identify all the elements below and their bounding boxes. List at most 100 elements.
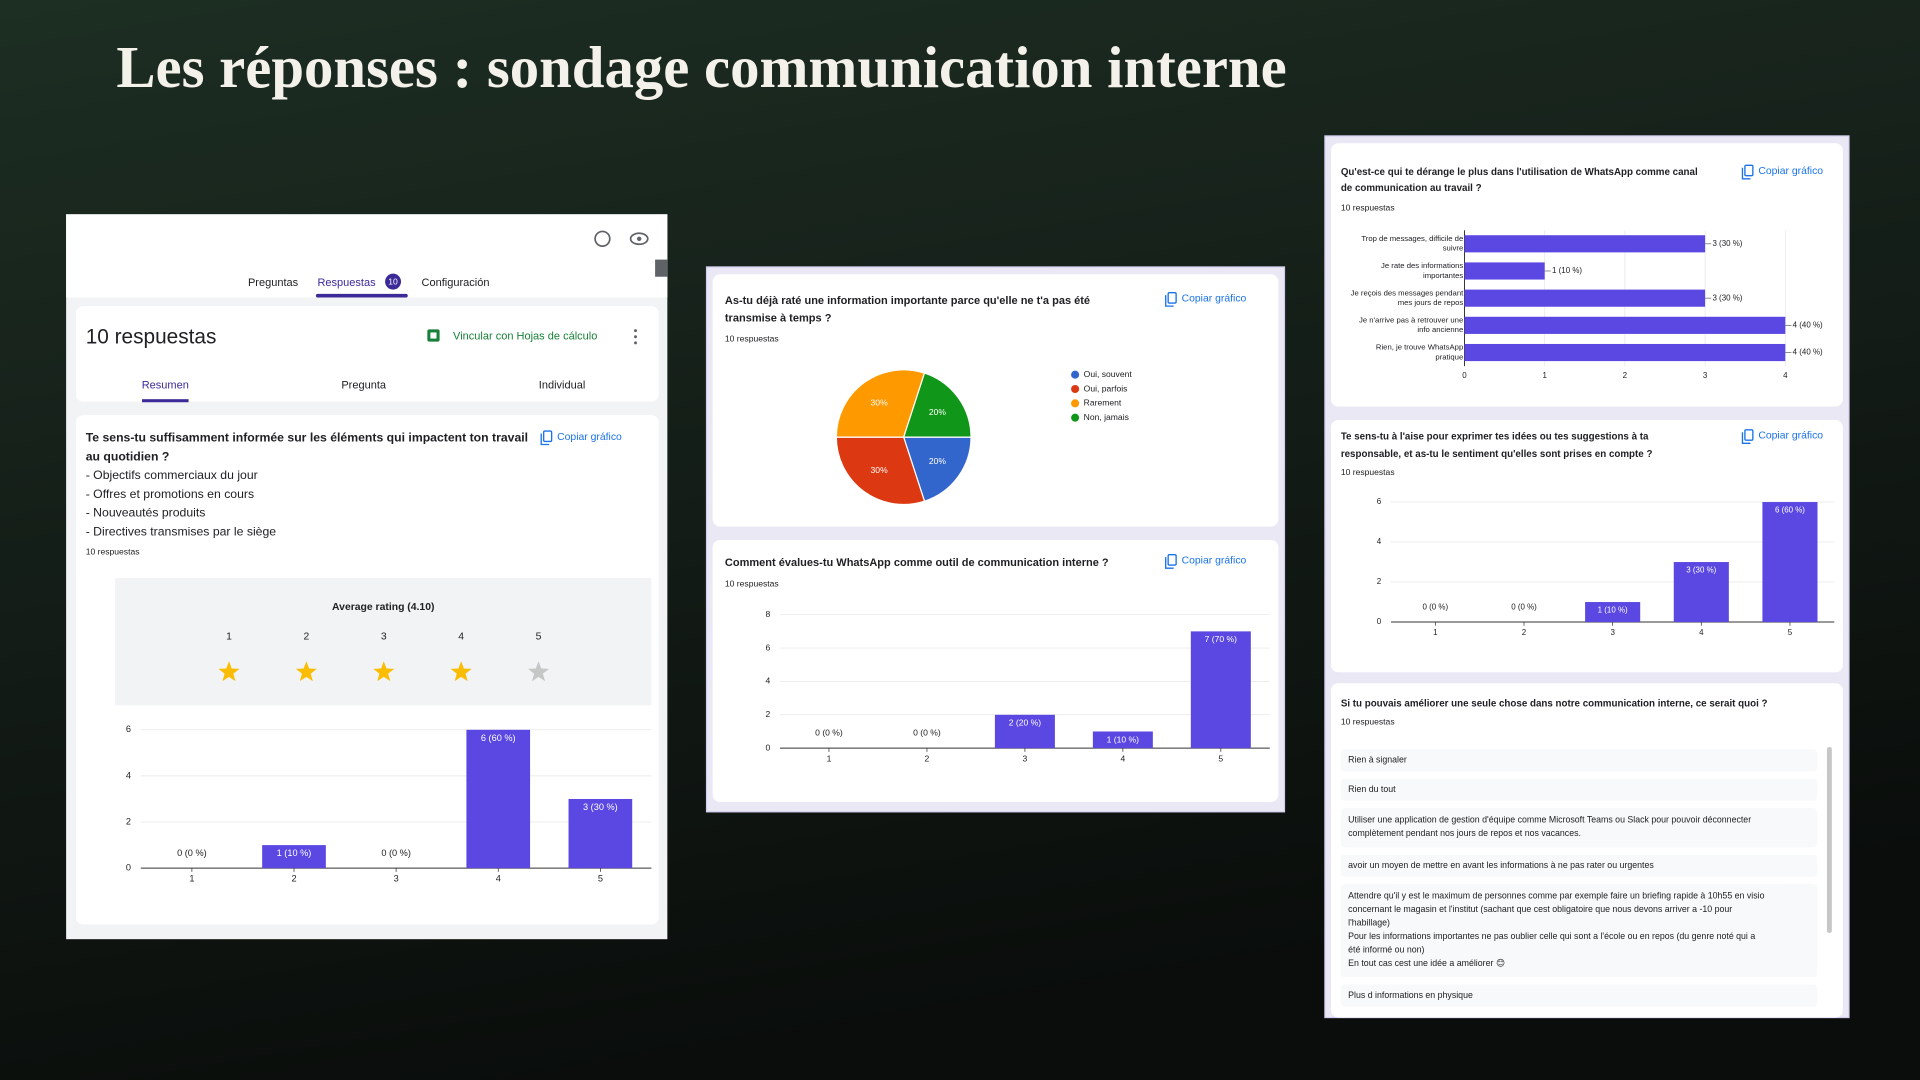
x-tick-label: 2 (925, 753, 930, 763)
text-question: Si tu pouvais améliorer une seule chose … (1340, 699, 1818, 1007)
response-text: concernant le magasin et l'institut (sac… (1348, 904, 1732, 914)
slice-label: 20% (929, 456, 947, 466)
bar (1190, 631, 1251, 749)
copy-icon (1744, 429, 1754, 441)
bar (1464, 289, 1706, 307)
y-tick-label: 6 (765, 642, 770, 652)
badge-count: 10 (388, 277, 398, 287)
x-tick-label: 2 (1522, 628, 1527, 637)
sheets-link[interactable]: Vincular con Hojas de cálculo (453, 331, 597, 343)
y-tick-label: 4 (126, 770, 131, 780)
tab[interactable]: Configuración (422, 277, 490, 289)
response-box (1340, 749, 1818, 772)
bar (1762, 502, 1818, 623)
question-option: - Offres et promotions en cours (86, 487, 254, 501)
bar-value-label: 3 (30 %) (1686, 566, 1716, 575)
summary-card (75, 306, 659, 402)
response-box (1340, 984, 1818, 1007)
menu-dot[interactable] (634, 341, 637, 345)
y-tick-label: 0 (126, 863, 131, 873)
copy-chart-button[interactable]: Copiar gráfico (1758, 431, 1823, 442)
menu-dot[interactable] (634, 335, 637, 339)
palette-icon[interactable] (594, 230, 611, 247)
copy-icon (543, 430, 553, 443)
question-title: Si tu pouvais améliorer une seule chose … (1341, 699, 1768, 710)
x-tick-label: 0 (1462, 371, 1467, 380)
copy-chart-button[interactable]: Copiar gráfico (1182, 556, 1247, 567)
bar (994, 714, 1055, 749)
copy-chart-button[interactable]: Copiar gráfico (1182, 294, 1247, 305)
bar-value-label: 3 (30 %) (1712, 239, 1742, 248)
bar-value-label: 4 (40 %) (1793, 348, 1823, 357)
view-tab-active[interactable]: Resumen (142, 380, 189, 392)
response-text: Pour les informations importantes ne pas… (1348, 931, 1755, 941)
summary-title: 10 respuestas (86, 325, 217, 348)
rating-box (115, 577, 652, 706)
tab-underline (315, 293, 408, 298)
rating-star (528, 661, 550, 682)
chart: Te sens-tu à l'aise pour exprimer tes id… (1341, 429, 1835, 637)
tab[interactable]: Preguntas (248, 277, 299, 289)
pie-slice (902, 436, 972, 502)
preview-icon[interactable] (629, 232, 649, 246)
view-tab[interactable]: Individual (539, 380, 586, 392)
response-text: Rien à signaler (1348, 755, 1407, 765)
x-tick-label: 5 (1218, 753, 1223, 763)
pie-slice (835, 436, 926, 506)
bar-value-label: 3 (30 %) (1712, 293, 1742, 302)
response-count: 10 respuestas (1341, 467, 1395, 477)
legend-swatch (1071, 370, 1080, 379)
x-tick-label: 1 (827, 753, 832, 763)
y-tick-label: Rien, je trouve WhatsApp pratique (1376, 343, 1463, 362)
copy-icon (1167, 291, 1177, 304)
y-tick-label: Je rate des informations importantes (1381, 261, 1463, 280)
legend-label: Oui, parfois (1084, 383, 1128, 393)
y-tick-label: 8 (765, 609, 770, 619)
y-tick-label: 2 (126, 816, 131, 826)
question-option: - Directives transmises par le siège (86, 524, 277, 538)
copy-chart-button[interactable]: Copiar gráfico (557, 432, 622, 443)
x-tick-label: 4 (496, 874, 501, 884)
x-tick-label: 4 (1699, 628, 1704, 637)
scrollbar[interactable] (1826, 746, 1832, 934)
response-count: 10 respuestas (86, 547, 140, 557)
copy-icon (540, 433, 550, 446)
menu-dot[interactable] (634, 329, 637, 333)
response-text: avoir un moyen de mettre en avant les in… (1348, 860, 1654, 870)
rating-star (450, 661, 472, 682)
response-text: Attendre qu'il y est le maximum de perso… (1348, 891, 1764, 901)
copy-icon (1167, 554, 1177, 566)
copy-chart-button[interactable]: Copiar gráfico (1758, 166, 1823, 177)
pie-slice (902, 372, 972, 438)
bar-value-label: 6 (60 %) (1775, 506, 1805, 515)
response-box (1340, 778, 1818, 801)
bar (568, 798, 633, 869)
copy-icon (1744, 164, 1754, 177)
response-text: En tout cas cest une idée a améliorer 😊 (1348, 958, 1505, 968)
y-tick-label: 2 (1377, 577, 1382, 586)
x-tick-label: 3 (1023, 753, 1028, 763)
bar (1464, 262, 1545, 280)
rating-scale-label: 4 (458, 631, 464, 642)
y-tick-label: 0 (1377, 617, 1382, 626)
question-title: Te sens-tu suffisamment informée sur les… (86, 431, 528, 445)
bar-value-label: 0 (0 %) (1423, 602, 1449, 611)
average-rating: Average rating (4.10) (332, 602, 434, 613)
view-tab[interactable]: Pregunta (341, 380, 387, 392)
rating-star (373, 661, 395, 682)
y-tick-label: 0 (765, 742, 770, 752)
bar-value-label: 4 (40 %) (1793, 320, 1823, 329)
x-tick-label: 4 (1120, 753, 1125, 763)
bar (1585, 602, 1641, 623)
pie-slice (835, 369, 926, 438)
x-tick-label: 4 (1783, 371, 1788, 380)
slice-label: 20% (929, 407, 947, 417)
x-tick-label: 1 (1433, 628, 1438, 637)
bar (262, 845, 326, 869)
tab-active[interactable]: Respuestas (317, 277, 376, 289)
question-card (1331, 143, 1843, 407)
question-title: responsable, et as-tu le sentiment qu'el… (1341, 449, 1653, 460)
response-text: complètement pendant nos jours de repos … (1348, 828, 1581, 838)
slice-label: 30% (871, 465, 889, 475)
